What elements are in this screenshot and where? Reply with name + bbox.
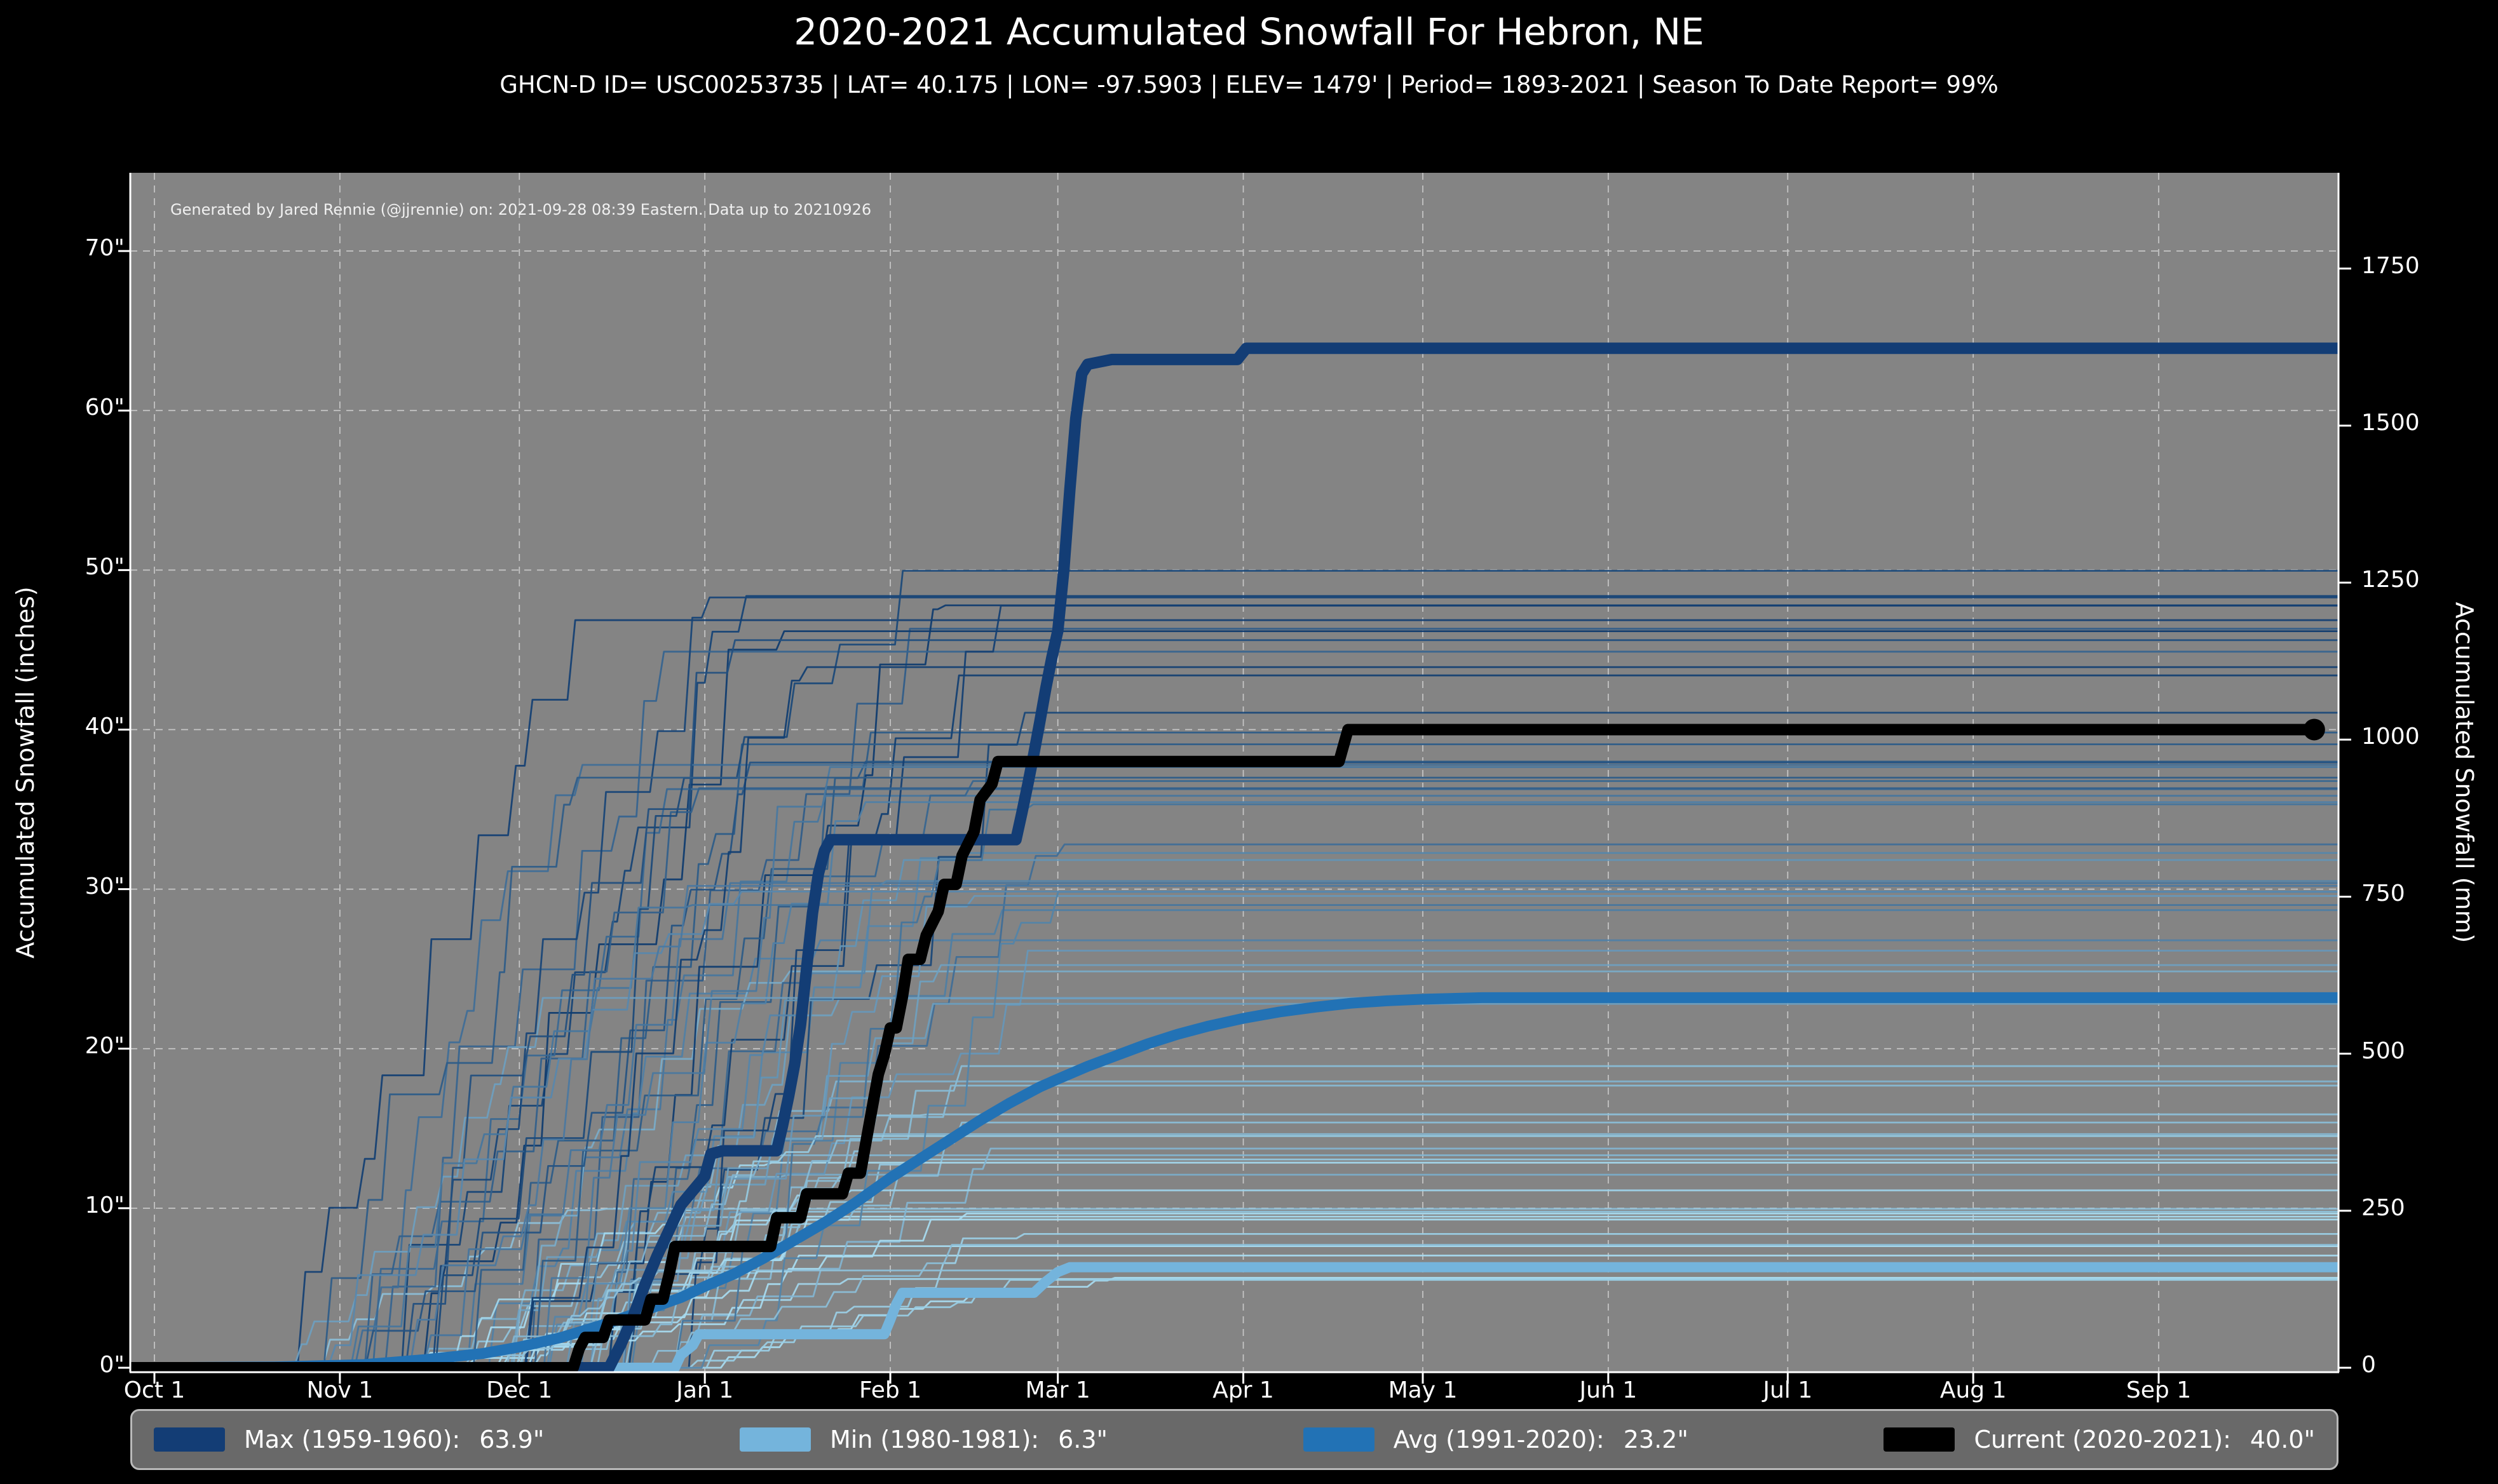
legend-item-current: Current (2020-2021): 40.0"	[1884, 1426, 2315, 1454]
legend-item-min: Min (1980-1981): 6.3"	[739, 1426, 1108, 1454]
x-tick-month: Nov 1	[306, 1377, 374, 1403]
avg-line	[130, 992, 2338, 1372]
x-tick-month: Jul 1	[1763, 1377, 1813, 1403]
y-tick-mm: 0	[2361, 1352, 2376, 1378]
chart-subtitle: GHCN-D ID= USC00253735 | LAT= 40.175 | L…	[499, 71, 1999, 98]
x-tick-month: Sep 1	[2126, 1377, 2192, 1403]
max-line	[130, 342, 2338, 1372]
current-line	[130, 724, 2320, 1372]
y-tick-mm: 250	[2361, 1194, 2405, 1221]
legend: Max (1959-1960): 63.9" Min (1980-1981): 6.3…	[130, 1409, 2338, 1470]
legend-swatch-max	[154, 1427, 225, 1452]
legend-label: Current (2020-2021):	[1974, 1426, 2231, 1454]
legend-value: 40.0"	[2250, 1426, 2315, 1454]
y-axis-label-mm: Accumulated Snowfall (mm)	[2450, 602, 2478, 943]
y-tick-mm: 500	[2361, 1037, 2405, 1064]
y-tick-inches: 50"	[85, 554, 125, 581]
legend-value: 6.3"	[1058, 1426, 1108, 1454]
x-tick-month: Apr 1	[1212, 1377, 1274, 1403]
gridlines	[130, 173, 2338, 1372]
plot-area	[130, 173, 2338, 1372]
y-tick-mm: 1250	[2361, 567, 2420, 593]
legend-label: Avg (1991-2020):	[1393, 1426, 1605, 1454]
x-tick-month: May 1	[1388, 1377, 1458, 1403]
attribution-text: Generated by Jared Rennie (@jjrennie) on…	[170, 201, 872, 219]
y-tick-mm: 750	[2361, 880, 2405, 907]
legend-swatch-avg	[1303, 1427, 1375, 1452]
tick-marks	[118, 250, 2351, 1384]
x-tick-month: Jun 1	[1579, 1377, 1638, 1403]
plot-spines	[129, 173, 2340, 1373]
legend-item-max: Max (1959-1960): 63.9"	[154, 1426, 544, 1454]
y-tick-inches: 0"	[99, 1352, 125, 1378]
legend-label: Min (1980-1981):	[829, 1426, 1040, 1454]
legend-swatch-min	[739, 1427, 811, 1452]
y-tick-inches: 60"	[85, 395, 125, 421]
x-tick-month: Dec 1	[486, 1377, 553, 1403]
y-tick-inches: 10"	[85, 1192, 125, 1218]
min-line	[130, 1262, 2338, 1372]
x-tick-month: Aug 1	[1939, 1377, 2007, 1403]
x-tick-month: Mar 1	[1025, 1377, 1090, 1403]
y-tick-mm: 1500	[2361, 409, 2420, 436]
x-tick-month: Feb 1	[859, 1377, 922, 1403]
legend-label: Max (1959-1960):	[244, 1426, 461, 1454]
y-tick-inches: 20"	[85, 1032, 125, 1059]
y-axis-label-inches: Accumulated Snowfall (inches)	[11, 586, 39, 959]
chart-title: 2020-2021 Accumulated Snowfall For Hebro…	[794, 10, 1704, 53]
y-tick-inches: 70"	[85, 235, 125, 262]
x-tick-month: Jan 1	[676, 1377, 734, 1403]
legend-item-avg: Avg (1991-2020): 23.2"	[1303, 1426, 1688, 1454]
x-tick-month: Oct 1	[123, 1377, 186, 1403]
legend-value: 63.9"	[479, 1426, 545, 1454]
y-tick-mm: 1000	[2361, 724, 2420, 750]
y-tick-inches: 30"	[85, 873, 125, 900]
y-tick-mm: 1750	[2361, 252, 2420, 279]
legend-value: 23.2"	[1623, 1426, 1688, 1454]
legend-swatch-current	[1884, 1427, 1955, 1452]
y-tick-inches: 40"	[85, 713, 125, 740]
current-endpoint-dot	[2303, 718, 2325, 741]
